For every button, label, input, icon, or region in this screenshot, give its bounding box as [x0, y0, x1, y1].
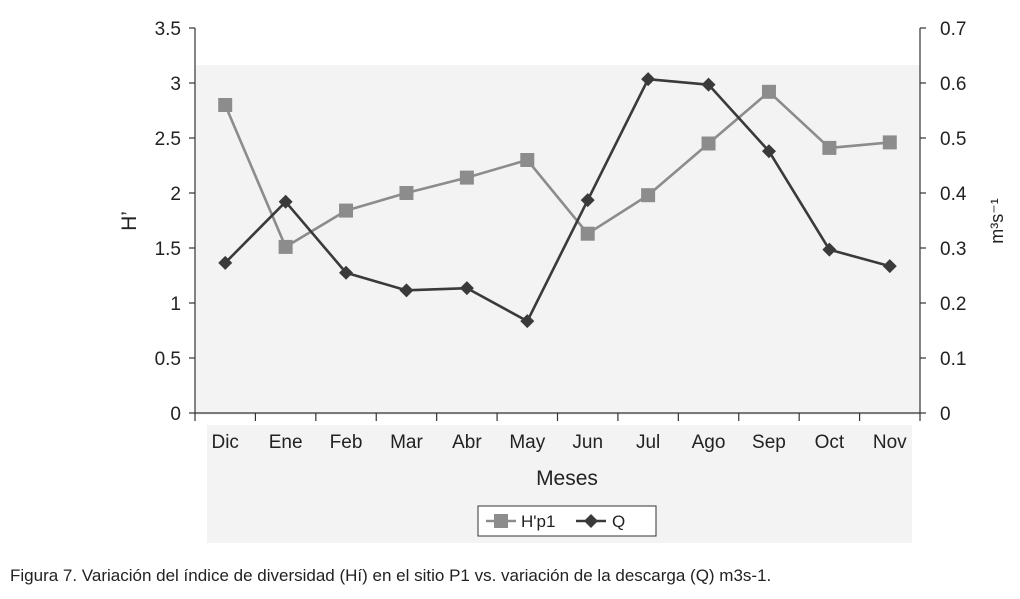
data-point-q [278, 194, 293, 209]
y2-axis-title: m³s⁻¹ [987, 198, 1007, 243]
data-point-hp1 [459, 170, 474, 185]
y-tick-label: 1.5 [155, 239, 181, 260]
x-tick-label: Sep [752, 432, 786, 453]
x-tick-label: Feb [330, 432, 363, 453]
figure-caption: Figura 7. Variación del índice de divers… [10, 566, 772, 585]
chart-area: 0 0.5 1 1.5 2 2.5 3 3.5 0 0.1 0.2 0.3 0.4 0.5 0.6 0.7 Di… [118, 19, 1007, 543]
y-tick-label: 2.5 [155, 129, 181, 150]
y-axis-title: H’ [118, 211, 141, 231]
series-line-hp1 [224, 90, 890, 249]
x-tick-label: Nov [873, 432, 907, 453]
legend-marker-q [584, 514, 598, 528]
data-point-q [399, 283, 414, 298]
data-point-q [218, 255, 233, 270]
y2-tick-label: 0.3 [940, 239, 966, 260]
y2-tick-label: 0.5 [940, 129, 966, 150]
y2-tick-label: 0.7 [940, 19, 966, 40]
y2-tick-label: 0.1 [940, 349, 966, 370]
data-point-q [701, 77, 716, 92]
data-point-q [520, 314, 535, 329]
axes: 0 0.5 1 1.5 2 2.5 3 3.5 0 0.1 0.2 0.3 0.4 0.5 0.6 0.7 Di… [155, 19, 967, 453]
x-tick-label: Mar [390, 432, 423, 453]
series-layer [218, 72, 897, 329]
y-tick-label: 3.5 [155, 19, 181, 40]
x-tick-label: Ene [269, 432, 303, 453]
data-point-q [580, 193, 595, 208]
chart: 0 0.5 1 1.5 2 2.5 3 3.5 0 0.1 0.2 0.3 0.4 0.5 0.6 0.7 Di… [118, 19, 1007, 543]
data-point-hp1 [641, 188, 656, 203]
y-tick-label: 3 [170, 74, 181, 95]
x-tick-label: Jun [572, 432, 603, 453]
y2-tick-label: 0.6 [940, 74, 966, 95]
y-tick-label: 0 [170, 404, 181, 425]
data-point-hp1 [520, 153, 535, 167]
data-point-hp1 [580, 226, 595, 241]
y2-tick-label: 0.2 [940, 294, 966, 315]
y-tick-label: 0.5 [155, 349, 181, 370]
y2-tick-label: 0 [940, 404, 951, 425]
data-point-hp1 [339, 203, 354, 218]
legend-label-hp1: H'p1 [521, 512, 555, 531]
x-tick-label: Oct [815, 432, 845, 453]
x-tick-label: Abr [452, 432, 482, 453]
data-point-q [761, 144, 776, 159]
data-point-hp1 [399, 186, 414, 200]
legend-marker-hp1 [494, 514, 508, 528]
y2-tick-label: 0.4 [940, 184, 967, 205]
data-point-q [339, 265, 354, 280]
data-point-q [459, 281, 474, 296]
x-tick-label: Dic [211, 432, 238, 453]
plot-background [195, 65, 920, 415]
x-tick-label: Jul [636, 432, 660, 453]
data-point-q [822, 242, 837, 257]
data-point-hp1 [701, 136, 716, 151]
data-point-hp1 [822, 140, 837, 155]
x-tick-label: Ago [692, 432, 726, 453]
series-line-q [224, 77, 891, 323]
legend-label-q: Q [612, 512, 625, 531]
data-point-hp1 [278, 239, 293, 254]
data-point-q [641, 72, 656, 87]
x-axis-title: Meses [536, 467, 598, 490]
y-tick-label: 1 [170, 294, 181, 315]
x-tick-label: May [509, 432, 545, 453]
data-point-hp1 [761, 84, 776, 99]
legend: H'p1 Q [477, 505, 657, 537]
data-point-hp1 [218, 98, 233, 112]
data-point-q [882, 259, 897, 274]
data-point-hp1 [882, 135, 897, 150]
y-tick-label: 2 [170, 184, 181, 205]
